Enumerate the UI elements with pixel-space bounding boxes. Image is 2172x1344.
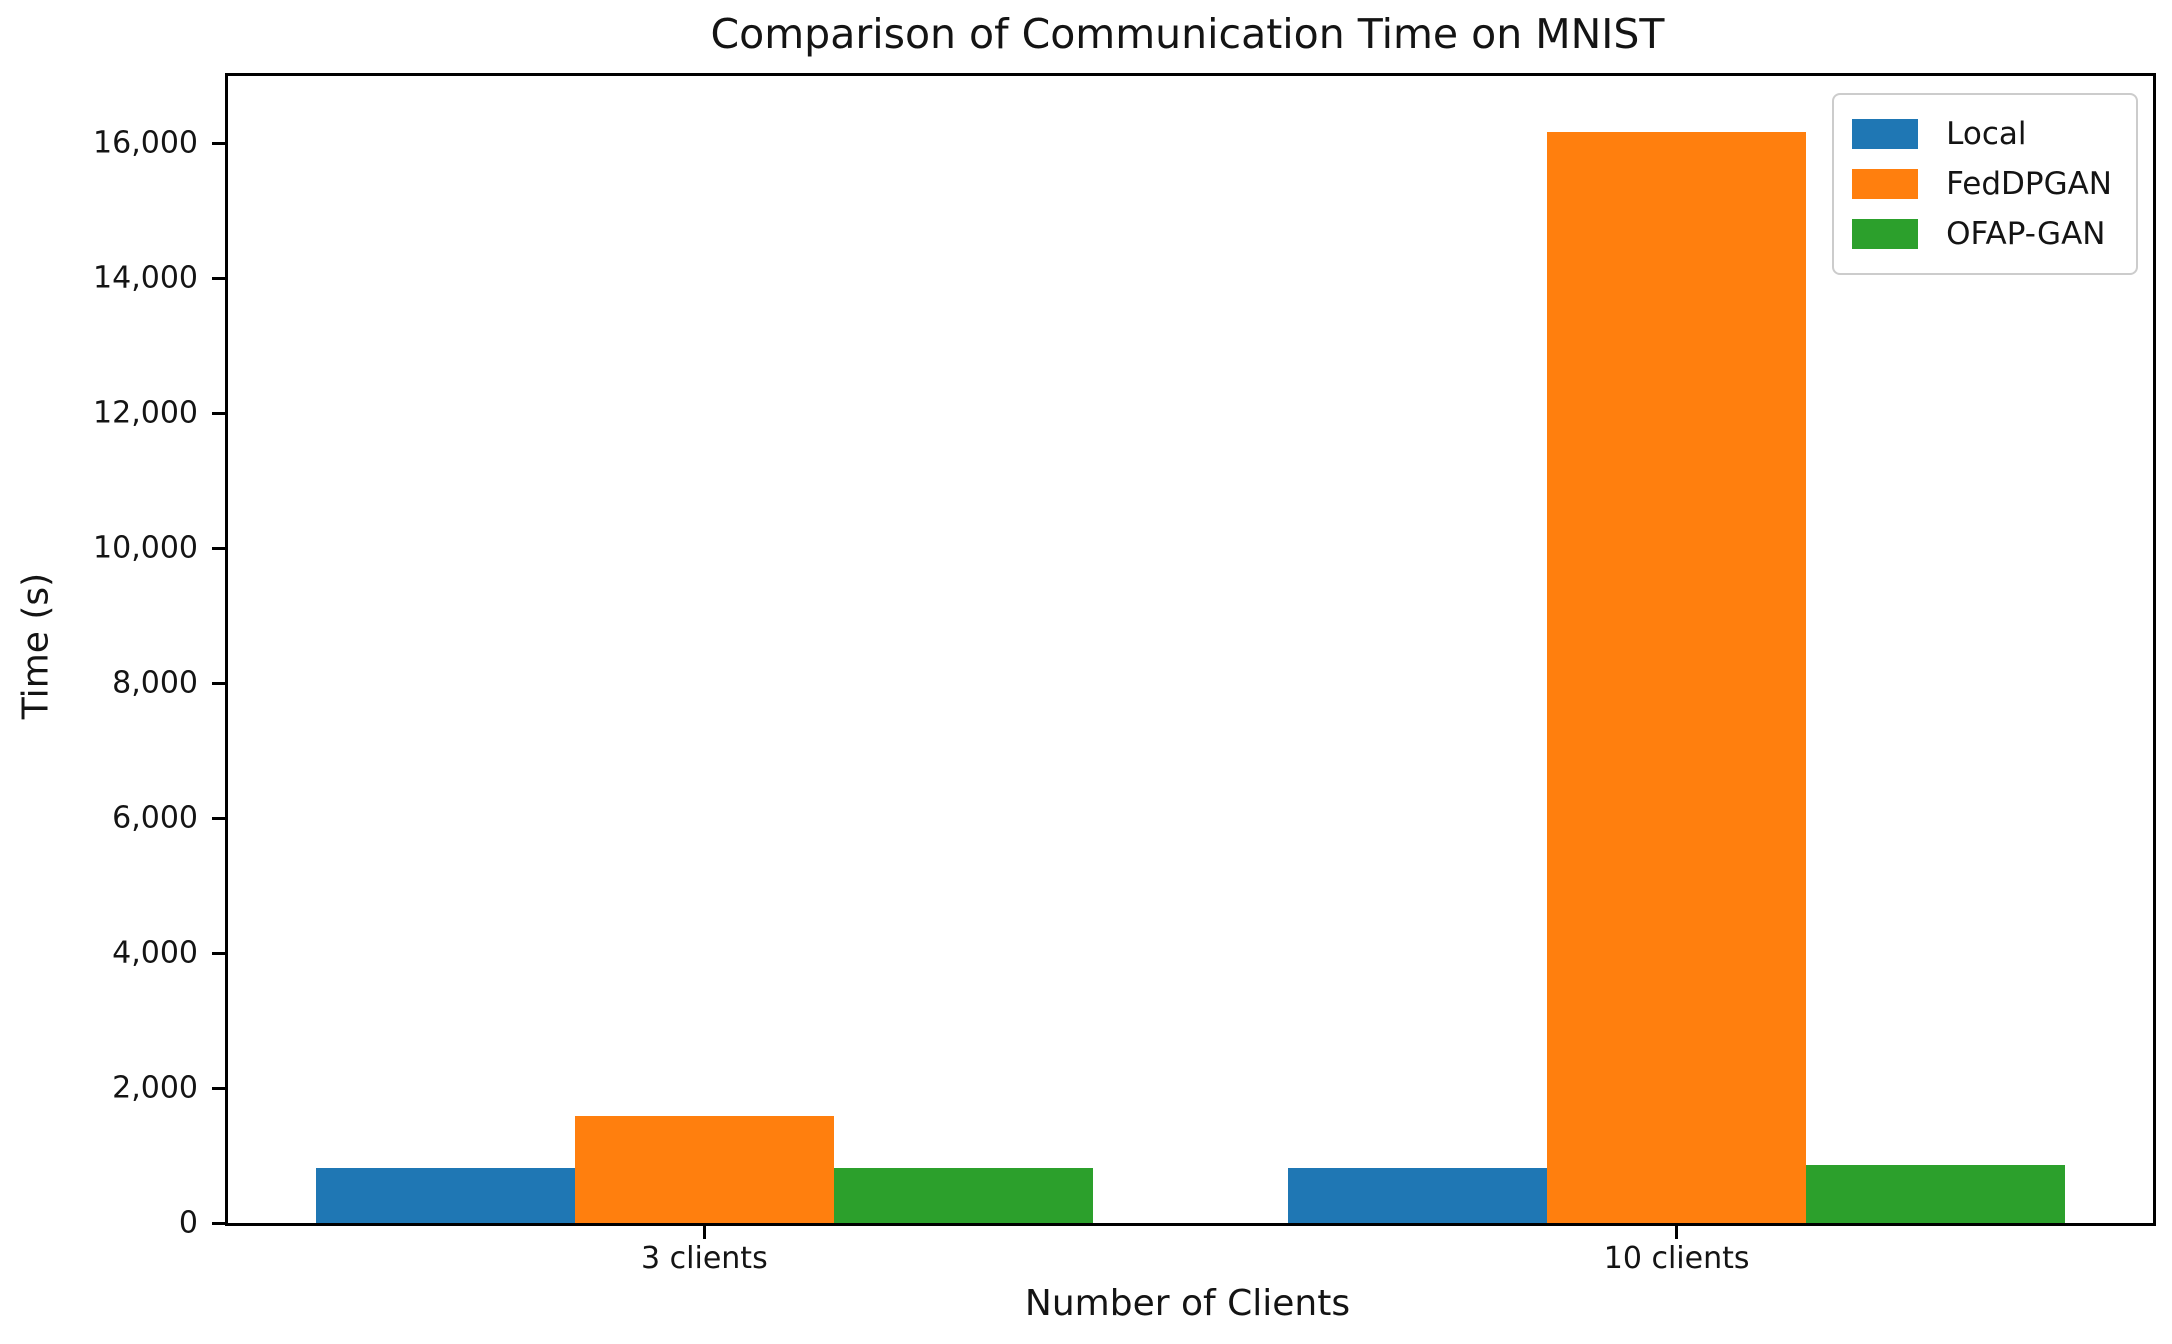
legend-box: Local FedDPGAN OFAP-GAN xyxy=(1832,93,2138,275)
chart-title: Comparison of Communication Time on MNIS… xyxy=(710,10,1665,58)
y-tick-label: 12,000 xyxy=(93,395,198,431)
y-tick-mark xyxy=(212,546,225,550)
legend-item: OFAP-GAN xyxy=(1852,209,2112,259)
y-tick-label: 14,000 xyxy=(93,260,198,296)
y-tick-mark xyxy=(212,276,225,280)
y-tick-mark xyxy=(212,1221,225,1225)
y-tick-label: 0 xyxy=(178,1205,198,1241)
y-tick-label: 10,000 xyxy=(93,530,198,566)
y-tick-mark xyxy=(212,141,225,145)
x-tick-mark xyxy=(702,1226,706,1239)
x-tick-label: 10 clients xyxy=(1603,1241,1750,1276)
bar-local-3-clients xyxy=(315,1167,575,1223)
y-tick-mark xyxy=(212,681,225,685)
legend-item: Local xyxy=(1852,109,2112,159)
y-tick-label: 16,000 xyxy=(93,125,198,161)
legend-swatch-icon xyxy=(1852,169,1919,199)
legend-label: Local xyxy=(1946,116,2027,152)
legend-swatch-icon xyxy=(1852,219,1919,249)
y-tick-label: 8,000 xyxy=(112,665,198,701)
bar-ofap-gan-3-clients xyxy=(834,1167,1094,1223)
legend-item: FedDPGAN xyxy=(1852,159,2112,209)
x-tick-label: 3 clients xyxy=(641,1241,768,1276)
y-axis-label: Time (s) xyxy=(15,572,57,720)
y-tick-mark xyxy=(212,1086,225,1090)
bar-ofap-gan-10-clients xyxy=(1806,1165,2066,1223)
y-tick-label: 6,000 xyxy=(112,800,198,836)
x-axis-label: Number of Clients xyxy=(1024,1283,1351,1324)
bar-local-10-clients xyxy=(1287,1167,1547,1223)
y-tick-label: 2,000 xyxy=(112,1070,198,1106)
plot-area: Local FedDPGAN OFAP-GAN 0 2,000 4,000 6,000 8,… xyxy=(93,73,2156,1276)
legend-swatch-icon xyxy=(1852,119,1919,149)
y-tick-mark xyxy=(212,816,225,820)
y-tick-mark xyxy=(212,411,225,415)
y-tick-mark xyxy=(212,951,225,955)
legend-label: FedDPGAN xyxy=(1946,166,2112,202)
legend-label: OFAP-GAN xyxy=(1946,216,2106,252)
x-tick-mark xyxy=(1675,1226,1679,1239)
bar-feddpgan-10-clients xyxy=(1546,132,1807,1223)
y-tick-label: 4,000 xyxy=(112,935,198,971)
bar-feddpgan-3-clients xyxy=(574,1115,834,1223)
